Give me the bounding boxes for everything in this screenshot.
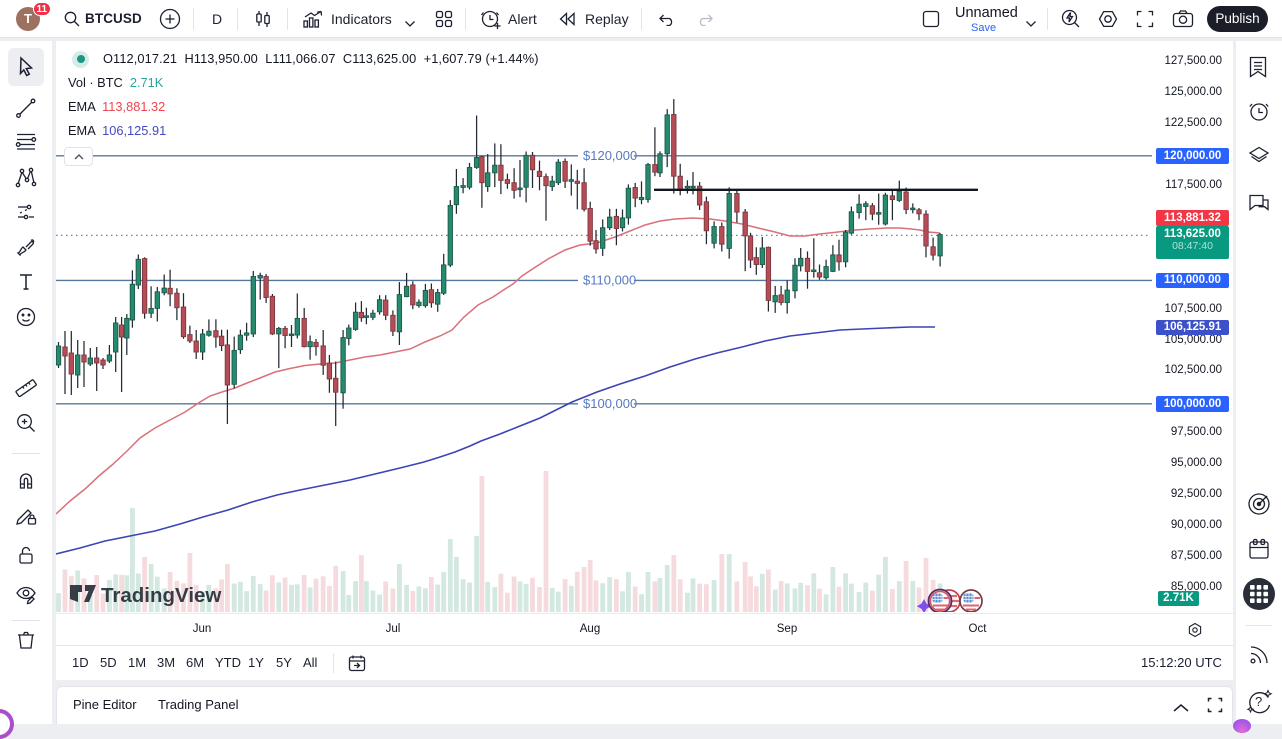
svg-text:$100,000: $100,000 [583, 396, 637, 411]
svg-text:$120,000: $120,000 [583, 148, 637, 163]
svg-text:$110,000: $110,000 [583, 273, 636, 288]
svg-text:TradingView: TradingView [101, 584, 221, 607]
svg-text:?: ? [1255, 694, 1262, 709]
